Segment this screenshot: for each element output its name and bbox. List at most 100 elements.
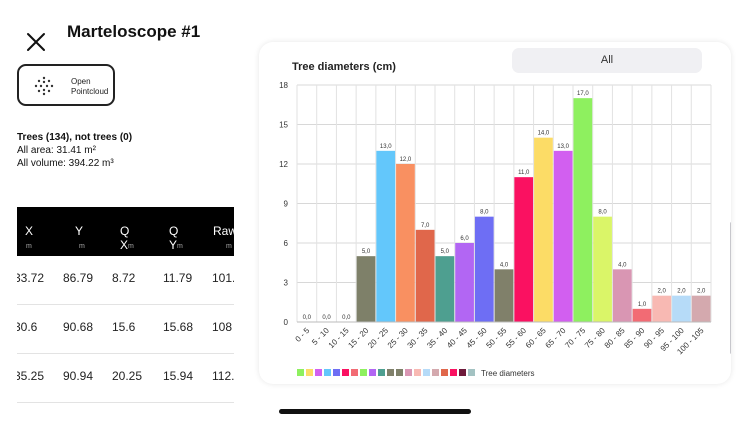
legend-swatch xyxy=(405,369,412,376)
value-label: 6,0 xyxy=(460,236,469,242)
scrollbar[interactable] xyxy=(730,222,731,354)
x-tick-label: 25 - 30 xyxy=(386,326,410,350)
legend-swatch xyxy=(396,369,403,376)
bar xyxy=(474,216,494,322)
bar xyxy=(652,295,672,322)
x-tick-label: 70 - 75 xyxy=(563,326,587,350)
legend-swatch xyxy=(378,369,385,376)
value-label: 17,0 xyxy=(577,91,589,97)
column-label: Y xyxy=(75,224,84,238)
cell-y: 86.79 xyxy=(63,271,94,285)
legend-swatch xyxy=(351,369,358,376)
area-total: All area: 31.41 m² xyxy=(17,145,96,156)
bar xyxy=(356,256,376,322)
x-tick-label: 15 - 20 xyxy=(346,326,370,350)
legend-swatch xyxy=(315,369,322,376)
cell-qy: 15.94 xyxy=(163,369,194,383)
column-label: Q Y xyxy=(169,224,179,252)
value-label: 1,0 xyxy=(638,302,647,308)
value-label: 13,0 xyxy=(557,144,569,150)
bar xyxy=(494,269,514,322)
value-label: 4,0 xyxy=(500,262,509,268)
y-tick-label: 15 xyxy=(279,121,288,130)
chart-title: Tree diameters (cm) xyxy=(292,61,396,73)
legend-swatch xyxy=(450,369,457,376)
x-tick-label: 80 - 85 xyxy=(603,326,627,350)
legend-swatch xyxy=(423,369,430,376)
column-label: Q X xyxy=(120,224,130,252)
cell-qx: 20.25 xyxy=(112,369,143,383)
cell-raw: 101. xyxy=(212,271,234,285)
legend-swatch xyxy=(333,369,340,376)
legend-swatch xyxy=(414,369,421,376)
cell-x: 30.6 xyxy=(17,320,38,334)
bar xyxy=(573,98,593,322)
x-tick-label: 85 - 90 xyxy=(622,326,646,350)
cell-y: 90.94 xyxy=(63,369,94,383)
column-unit: m xyxy=(26,243,32,250)
bar xyxy=(534,137,553,322)
y-tick-label: 0 xyxy=(284,318,289,327)
bar xyxy=(396,164,415,322)
legend-swatch xyxy=(441,369,448,376)
bar xyxy=(691,295,711,322)
x-tick-label: 75 - 80 xyxy=(583,326,607,350)
value-label: 12,0 xyxy=(400,157,412,163)
value-label: 14,0 xyxy=(538,131,550,137)
value-label: 5,0 xyxy=(362,249,371,255)
legend-swatch xyxy=(342,369,349,376)
table-row[interactable]: 35.25 90.94 20.25 15.94 112. xyxy=(17,354,234,403)
open-button-label-1: Open xyxy=(71,77,91,86)
value-label: 8,0 xyxy=(598,210,607,216)
value-label: 0,0 xyxy=(322,315,331,321)
value-label: 5,0 xyxy=(441,249,450,255)
legend-label: Tree diameters xyxy=(481,369,535,378)
bar xyxy=(632,308,652,322)
bar xyxy=(415,229,435,322)
cell-qx: 8.72 xyxy=(112,271,136,285)
table-header: X m Y m Q X m Q Y m Raw m xyxy=(17,207,234,256)
column-unit: m xyxy=(79,243,85,250)
y-tick-label: 9 xyxy=(284,200,289,209)
bar xyxy=(514,177,534,322)
trees-count: Trees (134), not trees (0) xyxy=(17,132,133,143)
value-label: 7,0 xyxy=(421,223,430,229)
home-indicator[interactable] xyxy=(279,409,471,414)
table-row[interactable]: 30.6 90.68 15.6 15.68 108 xyxy=(17,305,234,354)
table-row[interactable]: 33.72 86.79 8.72 11.79 101. xyxy=(17,256,234,305)
value-label: 0,0 xyxy=(342,315,351,321)
open-pointcloud-button[interactable]: Open Pointcloud xyxy=(17,64,115,106)
x-tick-label: 45 - 50 xyxy=(465,326,489,350)
open-button-label-2: Pointcloud xyxy=(71,87,109,96)
x-tick-label: 50 - 55 xyxy=(484,326,508,350)
legend-swatch xyxy=(387,369,394,376)
value-label: 2,0 xyxy=(658,289,667,295)
chart-card: Tree diameters (cm) All 0 3 6 9 12 15 18 0,0 0 -… xyxy=(259,42,731,384)
close-icon[interactable] xyxy=(24,30,48,54)
bar xyxy=(612,269,632,322)
x-tick-label: 30 - 35 xyxy=(406,326,430,350)
cell-qy: 11.79 xyxy=(163,271,193,285)
value-label: 11,0 xyxy=(518,170,530,176)
tree-table[interactable]: X m Y m Q X m Q Y m Raw m 33.72 86.79 8.… xyxy=(17,207,234,422)
page-title: Marteloscope #1 xyxy=(67,22,201,41)
y-tick-label: 3 xyxy=(284,279,289,288)
legend-swatch xyxy=(369,369,376,376)
column-unit: m xyxy=(128,243,134,250)
y-tick-label: 6 xyxy=(284,239,289,248)
column-label: X xyxy=(25,224,34,238)
cell-raw: 108 xyxy=(212,320,233,334)
x-tick-label: 65 - 70 xyxy=(544,326,568,350)
legend-swatch xyxy=(306,369,313,376)
cell-qx: 15.6 xyxy=(112,320,136,334)
value-label: 0,0 xyxy=(303,315,312,321)
cell-x: 33.72 xyxy=(17,271,45,285)
volume-total: All volume: 394.22 m³ xyxy=(17,158,114,169)
cell-raw: 112. xyxy=(212,369,234,383)
value-label: 4,0 xyxy=(618,262,627,268)
cell-y: 90.68 xyxy=(63,320,94,334)
bar xyxy=(455,243,474,322)
cell-x: 35.25 xyxy=(17,369,45,383)
filter-selector[interactable]: All xyxy=(512,48,702,73)
